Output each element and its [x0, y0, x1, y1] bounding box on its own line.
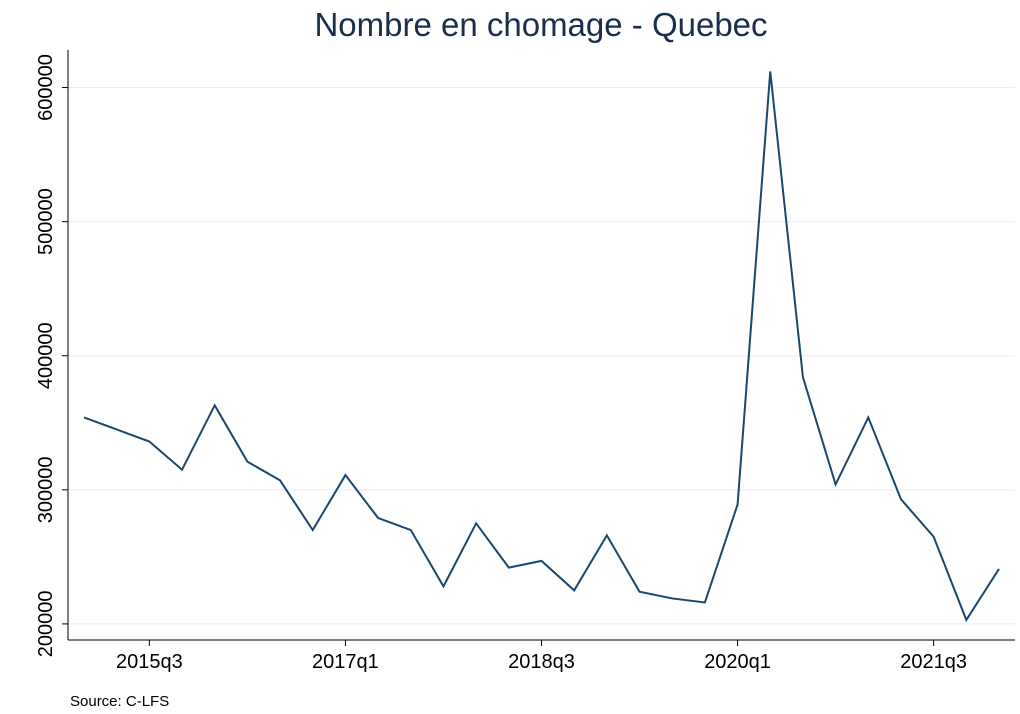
line	[83, 71, 1000, 623]
y-tick-label: 300000	[35, 456, 57, 523]
x-tick-label: 2020q1	[704, 651, 771, 673]
x-tick-label: 2018q3	[508, 651, 575, 673]
chart-title: Nombre en chomage - Quebec	[314, 6, 767, 43]
y-tick-label: 400000	[35, 322, 57, 389]
x-tick-label: 2017q1	[312, 651, 379, 673]
x-tick-label: 2015q3	[116, 651, 183, 673]
source-note: Source: C-LFS	[70, 693, 169, 710]
y-tick-label: 600000	[35, 54, 57, 121]
y-tick-label: 200000	[35, 591, 57, 658]
x-tick-label: 2021q3	[900, 651, 967, 673]
y-tick-label: 500000	[35, 188, 57, 255]
